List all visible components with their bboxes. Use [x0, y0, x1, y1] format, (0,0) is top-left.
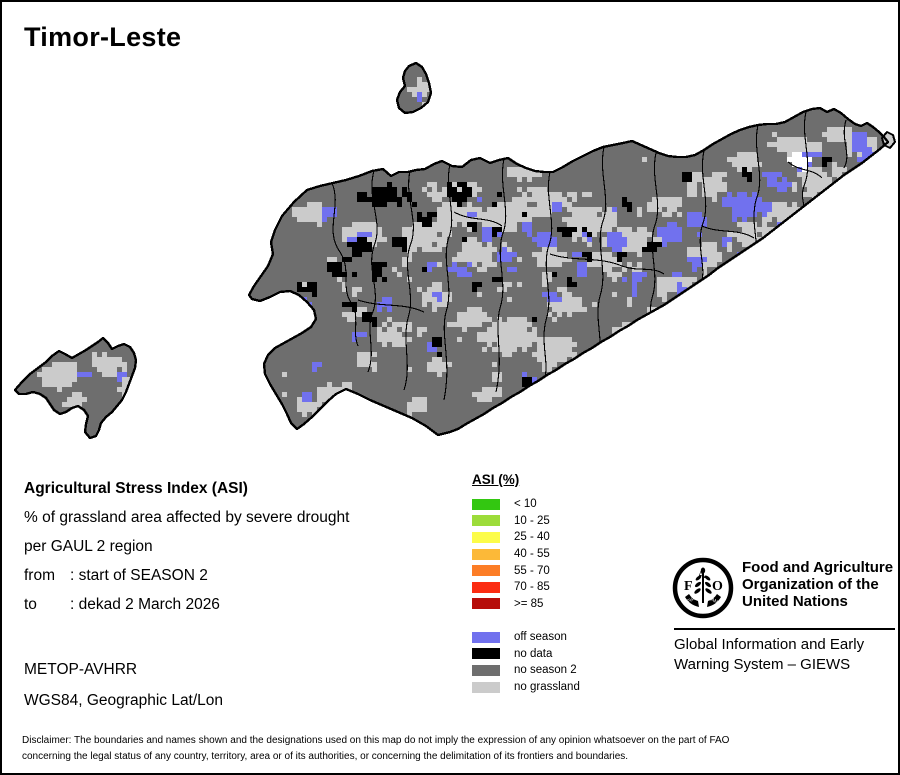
page-title: Timor-Leste [24, 22, 182, 52]
disclaimer-line-1: Disclaimer: The boundaries and names sho… [22, 735, 730, 746]
island-base [15, 63, 895, 438]
season-class-row: off season [472, 629, 580, 646]
season-class-label: no grassland [514, 681, 580, 694]
gaul2-boundaries [331, 111, 848, 401]
season-legend-rows: off season no data no season 2 no grassland [472, 629, 580, 695]
asi-class-swatch [472, 598, 500, 610]
giews-line-1: Global Information and Early [674, 636, 865, 653]
asi-class-swatch [472, 581, 500, 593]
fao-motto-band-right [707, 594, 721, 607]
source-info: METOP-AVHRR WGS84, Geographic Lat/Lon [24, 654, 223, 716]
to-value: : dekad 2 March 2026 [70, 596, 220, 613]
fao-name-line-1: Food and Agriculture [742, 559, 894, 576]
season-class-swatch [472, 631, 500, 643]
from-value: : start of SEASON 2 [70, 567, 208, 584]
season-class-row: no grassland [472, 679, 580, 696]
asi-class-label: 55 - 70 [514, 564, 550, 577]
asi-class-row: 25 - 40 [472, 529, 550, 546]
giews-label: Global Information and Early Warning Sys… [674, 635, 864, 674]
to-label: to [24, 596, 37, 613]
asi-class-swatch [472, 548, 500, 560]
asi-class-label: 70 - 85 [514, 581, 550, 594]
season-class-label: no season 2 [514, 664, 577, 677]
asi-class-swatch [472, 531, 500, 543]
fao-motto-fiat: FIAT [686, 595, 698, 605]
asi-class-label: 40 - 55 [514, 548, 550, 561]
season-class-swatch [472, 664, 500, 676]
asi-class-row: 55 - 70 [472, 562, 550, 579]
description-line-2: per GAUL 2 region [24, 538, 153, 555]
giews-line-2: Warning System – GIEWS [674, 655, 851, 673]
asi-class-label: < 10 [514, 498, 537, 511]
fao-org-name: Food and Agriculture Organization of the… [742, 559, 893, 610]
asi-heading: Agricultural Stress Index (ASI) [24, 480, 248, 497]
season-legend: off season no data no season 2 no grassland [472, 629, 580, 695]
asi-class-swatch [472, 498, 500, 510]
fao-name-line-3: United Nations [742, 593, 848, 610]
asi-class-label: 25 - 40 [514, 531, 550, 544]
period-from: from : start of SEASON 2 [24, 561, 349, 590]
fao-wheat [694, 567, 712, 603]
projection-name: WGS84, Geographic Lat/Lon [24, 692, 224, 709]
asi-class-row: < 10 [472, 496, 550, 513]
disclaimer: Disclaimer: The boundaries and names sho… [22, 733, 894, 764]
fao-name-line-2: Organization of the [742, 576, 879, 593]
asi-legend-title: ASI (%) [472, 472, 520, 487]
asi-class-row: 10 - 25 [472, 513, 550, 530]
fao-divider-line [674, 628, 895, 630]
season-class-row: no data [472, 646, 580, 663]
asi-class-swatch [472, 565, 500, 577]
fao-motto-band-left [685, 594, 699, 607]
season-class-swatch [472, 648, 500, 660]
asi-class-row: >= 85 [472, 596, 550, 613]
description-line-1: % of grassland area affected by severe d… [24, 509, 350, 526]
map-description: Agricultural Stress Index (ASI) % of gra… [24, 474, 349, 619]
asi-class-row: 40 - 55 [472, 546, 550, 563]
period-to: to : dekad 2 March 2026 [24, 590, 349, 619]
asi-class-label: 10 - 25 [514, 514, 550, 527]
season-class-row: no season 2 [472, 662, 580, 679]
from-label: from [24, 567, 55, 584]
season-class-swatch [472, 681, 500, 693]
season-class-label: no data [514, 647, 553, 660]
fao-logo: F A O FIAT PANIS [672, 557, 734, 619]
asi-class-swatch [472, 515, 500, 527]
asi-legend: ASI (%) < 10 10 - 25 25 - 40 40 - 55 55 - 70… [472, 472, 550, 612]
disclaimer-line-2: concerning the legal status of any count… [22, 750, 629, 762]
sensor-name: METOP-AVHRR [24, 661, 138, 678]
fao-letter-f: F [684, 579, 693, 594]
fao-letter-a: A [698, 569, 706, 581]
asi-class-label: >= 85 [514, 597, 544, 610]
season-class-label: off season [514, 631, 567, 644]
asi-legend-rows: < 10 10 - 25 25 - 40 40 - 55 55 - 70 70 - 85 >… [472, 496, 550, 612]
fao-letter-o: O [712, 579, 723, 594]
asi-class-row: 70 - 85 [472, 579, 550, 596]
